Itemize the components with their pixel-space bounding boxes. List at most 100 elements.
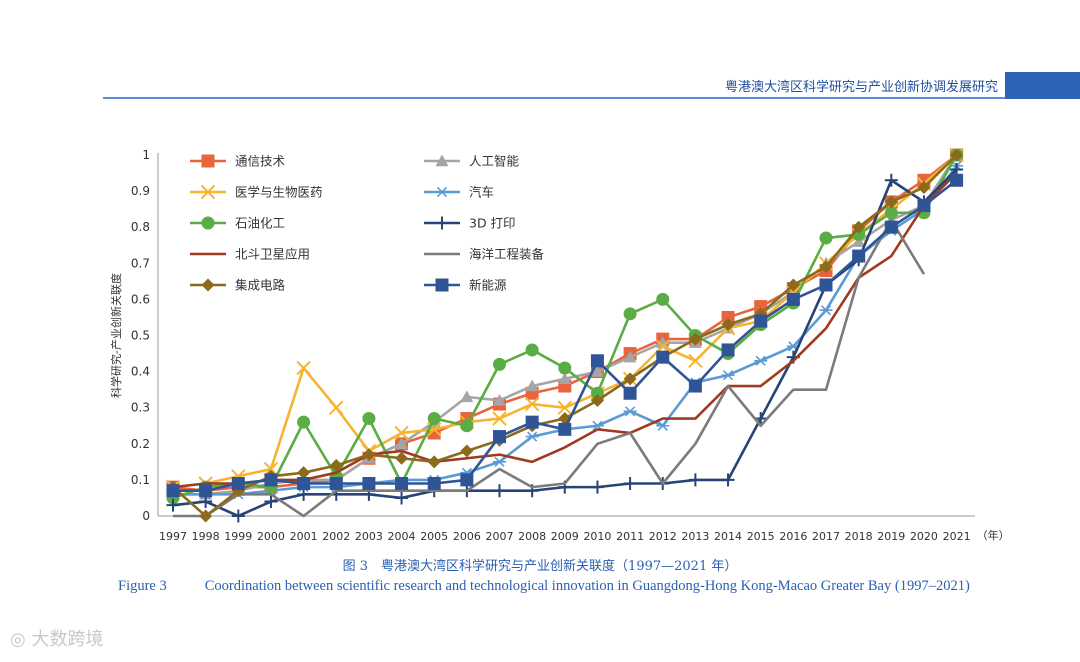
data-point: [852, 220, 866, 234]
x-tick-label: 2011: [616, 530, 644, 543]
data-point: [362, 477, 376, 491]
legend-label: 海洋工程装备: [469, 247, 545, 262]
data-point: [656, 350, 670, 364]
data-point: [395, 491, 409, 505]
data-point: [590, 393, 604, 407]
data-point: [558, 372, 572, 385]
data-point: [362, 448, 376, 462]
line-chart: 0 0.1 0.2 0.3 0.4 0.5 0.6 0.7 0.8 0.9 1 1997 1998 199…: [109, 147, 1010, 543]
data-point: [590, 354, 604, 368]
data-point: [884, 195, 898, 209]
data-point: [656, 336, 670, 348]
data-point: [656, 292, 670, 306]
y-tick-label: 0.8: [131, 220, 150, 234]
data-point: [166, 498, 180, 512]
x-tick-label: 2021: [943, 530, 971, 543]
series-line: [172, 154, 958, 489]
data-point: [819, 278, 833, 292]
running-header-title: 粤港澳大湾区科学研究与产业创新协调发展研究: [724, 80, 998, 95]
data-point: [329, 477, 343, 491]
data-point: [819, 305, 833, 316]
data-point: [199, 509, 213, 523]
data-point: [492, 411, 507, 426]
x-tick-label: 2016: [779, 530, 807, 543]
data-point: [493, 393, 506, 406]
legend-marker: [201, 154, 215, 168]
series-line: [173, 218, 926, 518]
x-tick-label: 2006: [453, 530, 481, 543]
x-axis-label: （年）: [977, 528, 1010, 542]
x-tick-label: 2000: [257, 530, 285, 543]
watermark-text: 大数跨境: [31, 629, 104, 650]
data-point: [427, 477, 441, 491]
series-3: [165, 147, 964, 495]
data-point: [460, 473, 474, 487]
y-tick-label: 0.3: [131, 401, 150, 415]
header-rule: [103, 97, 1005, 99]
x-tick-label: 2012: [649, 530, 677, 543]
data-point: [493, 357, 506, 371]
data-point: [525, 343, 539, 357]
data-point: [460, 390, 474, 403]
data-point: [558, 361, 572, 375]
header-accent-block: [1005, 72, 1080, 99]
data-point: [362, 412, 376, 426]
legend-marker: [200, 184, 216, 200]
x-tick-label: 2015: [747, 530, 775, 543]
data-point: [688, 353, 703, 368]
data-point: [721, 370, 735, 381]
data-point: [199, 484, 213, 498]
data-point: [395, 477, 409, 491]
legend-marker: [435, 216, 449, 230]
legend-label: 集成电路: [235, 278, 286, 293]
x-tick-label: 2009: [551, 530, 579, 543]
data-point: [623, 372, 637, 386]
data-point: [721, 473, 735, 487]
data-point: [819, 231, 833, 245]
legend-marker: [201, 216, 215, 230]
series-7: [172, 172, 958, 489]
series-line: [173, 154, 958, 496]
data-point: [395, 451, 409, 465]
data-point: [852, 249, 866, 263]
data-point: [656, 420, 670, 431]
series-8: [173, 218, 926, 518]
x-tick-label: 2007: [486, 530, 514, 543]
data-point: [754, 314, 768, 328]
series-line: [173, 165, 958, 496]
watermark: ◎ 大数跨境: [10, 625, 103, 651]
data-point: [264, 495, 278, 509]
data-point: [623, 386, 637, 400]
legend-label: 医学与生物医药: [235, 185, 323, 200]
legend-marker: [435, 278, 449, 292]
data-point: [297, 466, 311, 480]
data-point: [590, 365, 604, 377]
data-point: [884, 173, 898, 187]
series-line: [173, 179, 958, 493]
data-point: [525, 415, 539, 429]
legend-label: 北斗卫星应用: [235, 247, 310, 262]
data-point: [558, 422, 572, 436]
x-tick-label: 2002: [322, 530, 350, 543]
data-point: [427, 455, 441, 469]
legend-label: 通信技术: [235, 154, 286, 169]
data-point: [917, 180, 931, 194]
series-line: [172, 153, 958, 493]
data-point: [688, 332, 702, 346]
y-tick-label: 0.6: [131, 292, 150, 306]
data-point: [786, 278, 800, 292]
y-tick-label: 0.7: [131, 256, 150, 270]
data-point: [493, 430, 506, 444]
data-point: [297, 415, 311, 429]
data-point: [394, 425, 409, 441]
x-tick-label: 1999: [224, 530, 252, 543]
y-tick-label: 0.1: [131, 473, 150, 487]
data-point: [721, 343, 735, 357]
series-1: [166, 148, 964, 498]
data-point: [524, 396, 540, 412]
data-point: [623, 307, 637, 321]
data-point: [557, 400, 573, 415]
x-tick-label: 2017: [812, 530, 840, 543]
legend-label: 人工智能: [469, 154, 520, 169]
